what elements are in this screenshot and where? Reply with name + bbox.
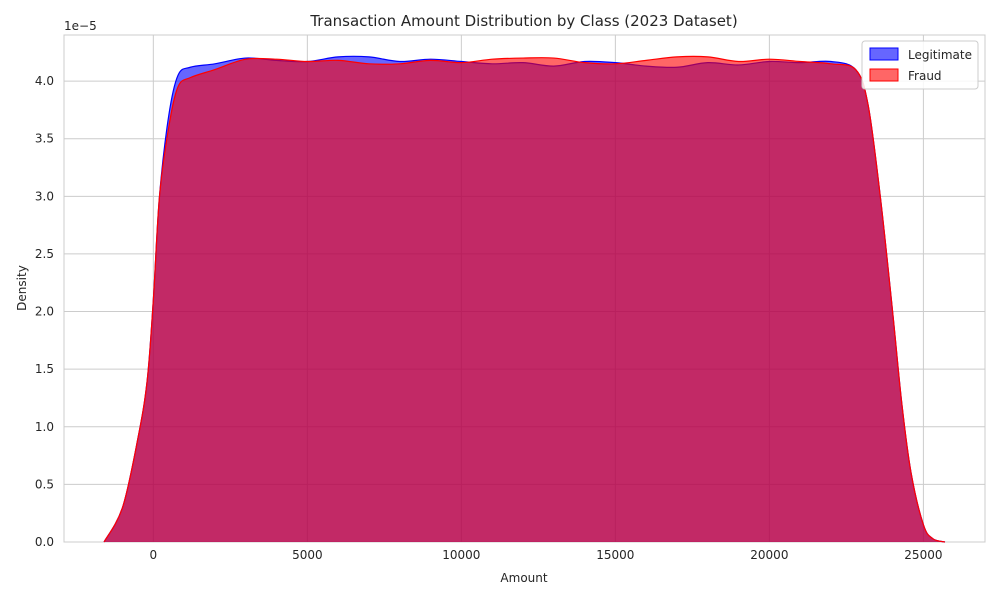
y-axis-ticks: 0.0 0.5 1.0 1.5 2.0 2.5 3.0 3.5 4.0 — [35, 74, 54, 549]
y-tick-label: 0.5 — [35, 477, 54, 491]
x-tick-label: 20000 — [750, 548, 788, 562]
y-tick-label: 3.5 — [35, 132, 54, 146]
chart-title: Transaction Amount Distribution by Class… — [309, 12, 737, 30]
legend: Legitimate Fraud — [861, 40, 979, 90]
legend-swatch-fraud — [869, 68, 899, 82]
x-tick-label: 15000 — [596, 548, 634, 562]
y-tick-label: 2.0 — [35, 305, 54, 319]
x-tick-label: 0 — [150, 548, 158, 562]
y-tick-label: 0.0 — [35, 535, 54, 549]
legend-swatch-legitimate — [869, 47, 899, 61]
legend-label-legitimate: Legitimate — [908, 48, 972, 62]
x-tick-label: 5000 — [292, 548, 323, 562]
legend-label-fraud: Fraud — [908, 69, 942, 83]
y-axis-label: Density — [15, 265, 29, 311]
y-tick-label: 1.5 — [35, 362, 54, 376]
y-tick-label: 4.0 — [35, 74, 54, 88]
x-axis-ticks: 0 5000 10000 15000 20000 25000 — [150, 548, 943, 562]
y-tick-label: 3.0 — [35, 189, 54, 203]
density-area-fraud — [104, 56, 945, 542]
density-areas — [103, 55, 946, 543]
y-tick-label: 1.0 — [35, 420, 54, 434]
y-tick-label: 2.5 — [35, 247, 54, 261]
y-scale-offset-label: 1e−5 — [64, 19, 97, 33]
x-axis-label: Amount — [500, 571, 547, 585]
x-tick-label: 10000 — [442, 548, 480, 562]
density-line-fraud — [103, 55, 946, 543]
x-tick-label: 25000 — [904, 548, 942, 562]
